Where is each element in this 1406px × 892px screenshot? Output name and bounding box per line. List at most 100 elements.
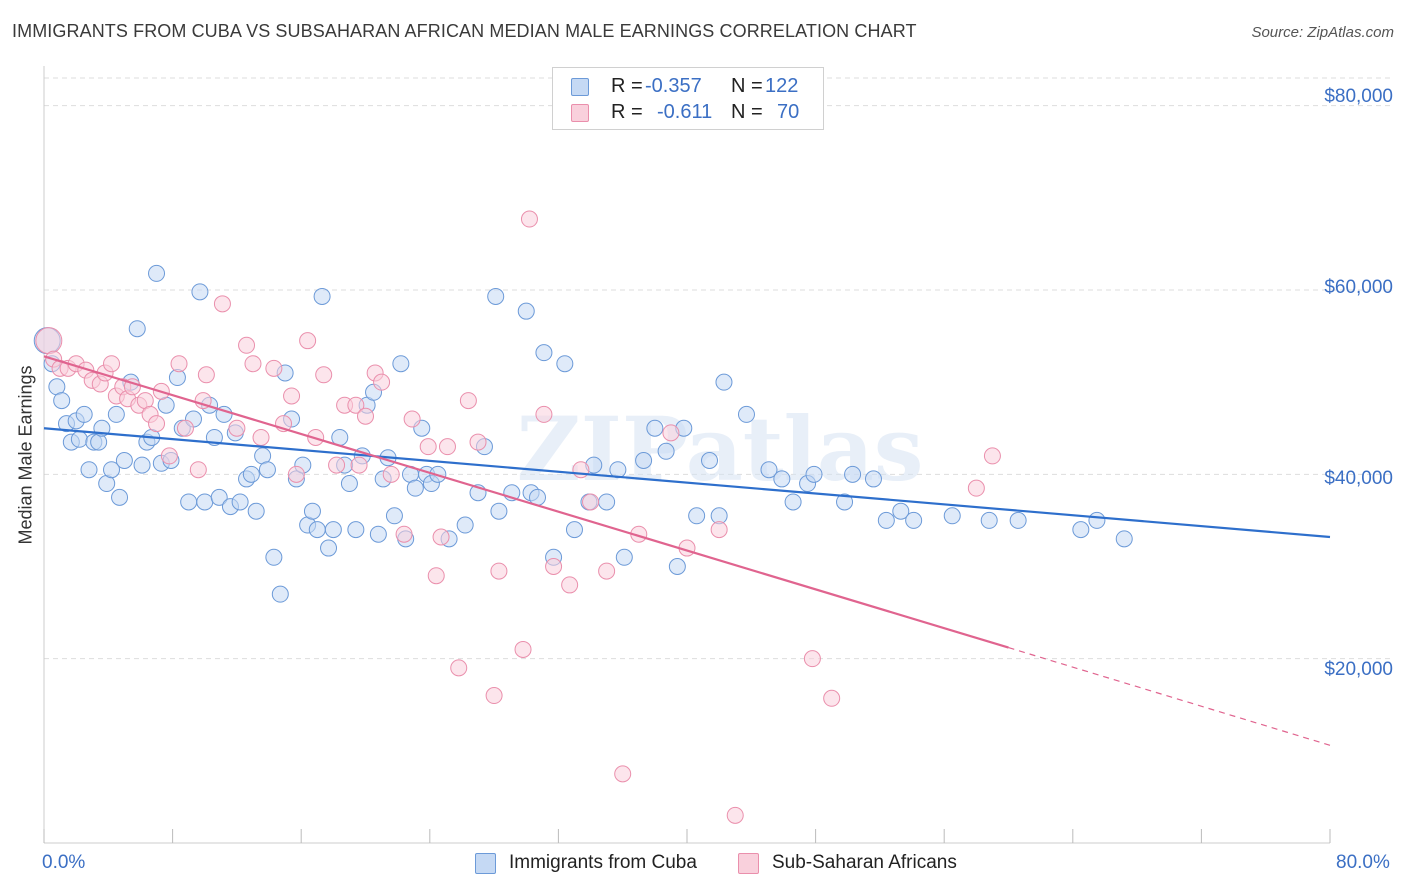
data-point-africa — [244, 355, 262, 373]
axes — [43, 66, 1331, 844]
data-point-cuba — [191, 283, 209, 301]
legend-n-value-africa: 70 — [777, 101, 800, 123]
data-point-africa — [427, 567, 445, 585]
data-point-cuba — [347, 521, 365, 539]
data-point-cuba — [773, 470, 791, 488]
data-point-cuba — [80, 461, 98, 479]
data-point-africa — [582, 493, 600, 511]
source-label: Source: ZipAtlas.com — [1251, 24, 1394, 41]
data-point-cuba — [635, 452, 653, 469]
data-point-cuba — [133, 456, 151, 474]
data-point-cuba — [308, 521, 326, 539]
data-point-cuba — [615, 548, 633, 566]
data-point-cuba — [1072, 521, 1090, 539]
data-point-cuba — [701, 452, 719, 469]
data-point-cuba — [271, 585, 289, 603]
legend-r-value-cuba: -0.357 — [645, 75, 702, 97]
data-point-africa — [103, 355, 121, 373]
legend-r-label: R = — [611, 101, 643, 123]
legend-n-label: N = — [731, 101, 763, 123]
y-tick-label-60000: $60,000 — [1324, 277, 1393, 298]
data-point-africa — [545, 557, 563, 575]
data-point-cuba — [657, 442, 675, 460]
data-point-africa — [514, 640, 532, 658]
data-point-cuba — [517, 302, 535, 320]
legend-r-label: R = — [611, 75, 643, 97]
bottom-legend-swatch-africa — [738, 853, 759, 874]
data-point-africa — [170, 355, 188, 373]
data-point-cuba — [1009, 511, 1027, 529]
data-point-cuba — [688, 507, 706, 525]
data-point-cuba — [737, 405, 755, 423]
data-point-africa — [197, 366, 215, 384]
data-point-cuba — [115, 452, 133, 469]
data-point-cuba — [943, 507, 961, 525]
data-point-cuba — [980, 511, 998, 529]
data-point-africa — [238, 336, 256, 354]
data-point-africa — [189, 461, 207, 479]
data-point-africa — [662, 424, 680, 442]
data-point-cuba — [905, 511, 923, 529]
legend-n-label: N = — [731, 75, 763, 97]
data-point-africa — [572, 461, 590, 479]
data-point-cuba — [90, 433, 108, 451]
data-point-africa — [252, 428, 270, 446]
data-point-africa — [287, 465, 305, 483]
data-point-africa — [535, 405, 553, 423]
data-point-africa — [228, 419, 246, 437]
data-point-cuba — [75, 405, 93, 423]
data-point-cuba — [107, 405, 125, 423]
data-point-cuba — [556, 355, 574, 373]
data-point-cuba — [313, 287, 331, 305]
data-point-africa — [382, 465, 400, 483]
data-point-cuba — [369, 525, 387, 543]
data-point-cuba — [715, 373, 733, 391]
y-tick-label-80000: $80,000 — [1324, 86, 1393, 107]
data-point-africa — [450, 659, 468, 677]
data-point-cuba — [565, 521, 583, 539]
data-point-cuba — [210, 488, 228, 506]
data-point-africa — [395, 525, 413, 543]
data-point-africa — [983, 447, 1001, 465]
data-point-cuba — [128, 320, 146, 338]
data-point-africa — [283, 387, 301, 405]
x-tick-label-min: 0.0% — [42, 852, 86, 873]
data-point-cuba — [111, 488, 129, 506]
y-tick-label-20000: $20,000 — [1324, 659, 1393, 680]
data-point-cuba — [392, 355, 410, 373]
data-point-cuba — [1115, 530, 1133, 548]
data-point-africa — [148, 415, 166, 433]
data-point-africa — [710, 521, 728, 539]
data-point-africa — [520, 210, 538, 228]
data-point-cuba — [646, 419, 664, 437]
data-point-africa — [459, 392, 477, 410]
data-point-cuba — [180, 493, 198, 511]
data-point-cuba — [535, 344, 553, 362]
x-tick-label-max: 80.0% — [1336, 852, 1390, 873]
trend-line-africa-extension — [1008, 647, 1331, 746]
data-point-cuba — [1088, 511, 1106, 529]
data-point-cuba — [490, 502, 508, 520]
data-point-africa — [803, 650, 821, 668]
data-point-africa — [419, 438, 437, 456]
data-point-cuba — [320, 539, 338, 557]
data-point-cuba — [265, 548, 283, 566]
data-point-cuba — [760, 461, 778, 479]
data-point-cuba — [864, 470, 882, 488]
data-point-africa — [328, 456, 346, 474]
data-point-africa — [967, 479, 985, 497]
series-africa-points — [35, 210, 1001, 824]
data-point-cuba — [324, 521, 342, 539]
data-point-cuba — [303, 502, 321, 520]
data-point-africa — [160, 447, 178, 465]
bottom-legend-label-cuba: Immigrants from Cuba — [509, 852, 697, 873]
data-point-cuba — [668, 557, 686, 575]
data-point-cuba — [385, 507, 403, 525]
data-point-africa — [265, 359, 283, 377]
chart-title: IMMIGRANTS FROM CUBA VS SUBSAHARAN AFRIC… — [12, 21, 917, 41]
bottom-legend-swatch-cuba — [475, 853, 496, 874]
data-point-africa — [438, 438, 456, 456]
data-point-cuba — [877, 511, 895, 529]
data-point-africa — [350, 456, 368, 474]
data-point-africa — [432, 528, 450, 546]
